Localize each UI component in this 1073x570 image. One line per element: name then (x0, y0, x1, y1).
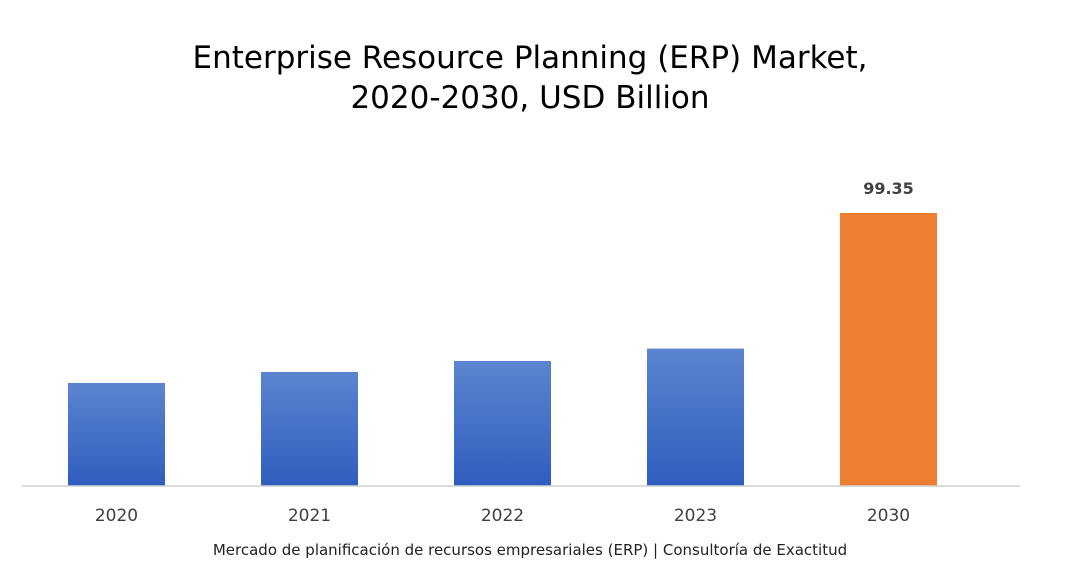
chart-title-line-2: 2020-2030, USD Billion (350, 80, 710, 116)
x-tick-label: 2022 (481, 506, 524, 526)
x-tick-label: 2023 (674, 506, 717, 526)
bar-2030 (840, 213, 937, 486)
x-tick-label: 2021 (288, 506, 331, 526)
chart-caption: Mercado de planificación de recursos emp… (212, 541, 848, 559)
data-label: 99.35 (863, 179, 914, 198)
chart-title-line-1: Enterprise Resource Planning (ERP) Marke… (192, 40, 868, 76)
bar-2021 (261, 371, 358, 486)
x-tick-label: 2020 (95, 506, 138, 526)
x-tick-label: 2030 (867, 506, 910, 526)
bar-2022 (454, 360, 551, 486)
bar-2020 (68, 382, 165, 486)
bar-2023 (647, 348, 744, 486)
chart-title: Enterprise Resource Planning (ERP) Marke… (0, 38, 1060, 118)
